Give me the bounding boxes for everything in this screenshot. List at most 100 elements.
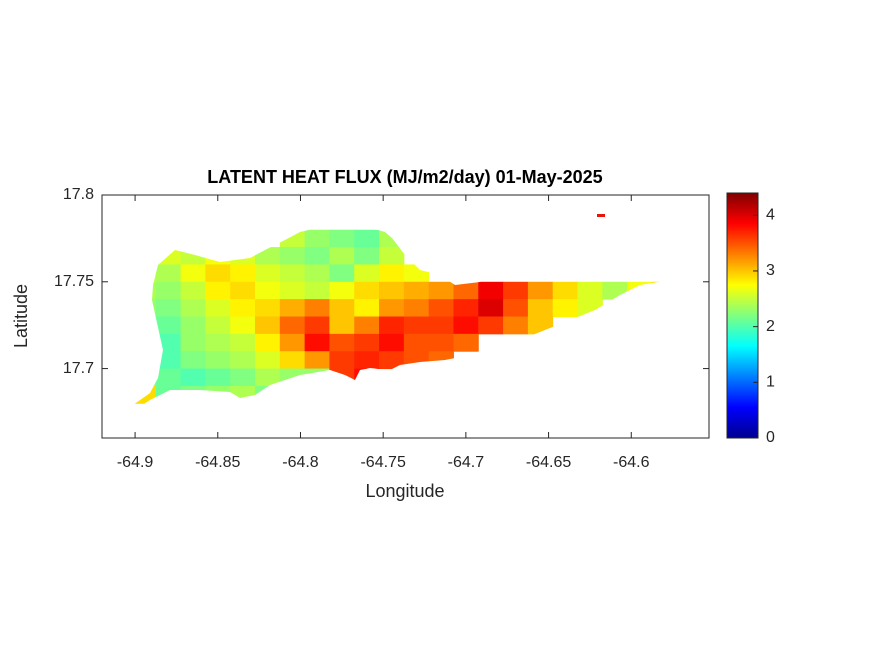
heat-cell xyxy=(230,333,256,352)
heat-cell xyxy=(503,299,529,317)
heat-cell xyxy=(354,264,380,283)
heat-cell xyxy=(254,368,281,387)
heat-cell xyxy=(329,229,355,248)
heat-cell xyxy=(279,299,306,317)
heat-cell xyxy=(279,333,306,352)
heat-cell xyxy=(428,281,454,300)
x-axis-label: Longitude xyxy=(365,481,444,501)
y-tick-label: 17.7 xyxy=(63,360,94,377)
y-tick-label: 17.75 xyxy=(54,273,94,290)
heat-cell xyxy=(354,247,380,265)
heat-cell xyxy=(379,333,405,352)
x-tick-label: -64.9 xyxy=(117,454,154,471)
heat-cell xyxy=(254,264,281,283)
heat-cell xyxy=(453,299,479,317)
heat-cell xyxy=(180,351,206,370)
heat-cell xyxy=(354,299,380,317)
heat-cell xyxy=(453,333,479,352)
heat-cell xyxy=(279,247,306,265)
islet xyxy=(597,214,605,217)
heat-cell xyxy=(329,281,355,300)
heat-cell xyxy=(279,316,306,335)
heat-cell xyxy=(279,351,306,370)
heat-cell xyxy=(155,281,182,300)
heat-cell xyxy=(180,368,206,387)
colorbar xyxy=(727,193,758,438)
heat-cell xyxy=(354,333,380,352)
heat-cell xyxy=(254,351,281,370)
heat-cell xyxy=(254,299,281,317)
heat-cell xyxy=(304,316,330,335)
y-tick-label: 17.8 xyxy=(63,186,94,203)
heat-cell xyxy=(503,281,529,300)
heat-cell xyxy=(428,316,454,335)
heat-cell xyxy=(478,281,504,300)
x-tick-label: -64.65 xyxy=(526,454,571,471)
heat-cell xyxy=(403,333,430,352)
heat-cell xyxy=(527,281,554,300)
heat-cell xyxy=(478,316,504,335)
heat-cell xyxy=(354,281,380,300)
heat-cell xyxy=(155,316,182,335)
axes-box xyxy=(101,194,710,439)
heat-cell xyxy=(403,299,430,317)
heat-cell xyxy=(205,351,231,370)
heat-cell xyxy=(304,351,330,370)
heat-cell xyxy=(304,264,330,283)
heat-cell xyxy=(329,264,355,283)
heat-cell xyxy=(354,316,380,335)
x-tick-label: -64.6 xyxy=(613,454,650,471)
heat-cell xyxy=(379,264,405,283)
heat-cell xyxy=(180,316,206,335)
colorbar-tick-label: 0 xyxy=(766,429,775,446)
heat-cell xyxy=(329,247,355,265)
heat-cell xyxy=(453,316,479,335)
heat-cell xyxy=(230,368,256,387)
heat-cell xyxy=(205,264,231,283)
x-tick-label: -64.75 xyxy=(360,454,405,471)
heat-cell xyxy=(478,299,504,317)
heat-cell xyxy=(155,351,182,370)
heat-cell xyxy=(155,299,182,317)
heat-cell xyxy=(354,351,380,370)
heat-cell xyxy=(254,281,281,300)
heat-cell xyxy=(403,281,430,300)
heat-cell xyxy=(180,299,206,317)
heat-cell xyxy=(453,281,479,300)
heat-cell xyxy=(403,316,430,335)
heat-cell xyxy=(527,299,554,317)
heat-cell xyxy=(279,281,306,300)
heat-cell xyxy=(230,351,256,370)
x-tick-label: -64.85 xyxy=(195,454,240,471)
heat-cell xyxy=(205,368,231,387)
x-tick-label: -64.7 xyxy=(448,454,485,471)
heat-cell xyxy=(230,299,256,317)
heat-cell xyxy=(379,351,405,370)
heat-cell xyxy=(254,316,281,335)
heat-cell xyxy=(354,229,380,248)
heat-cell xyxy=(428,333,454,352)
colorbar-tick-label: 3 xyxy=(766,262,775,279)
x-tick-label: -64.8 xyxy=(282,454,319,471)
heat-cell xyxy=(329,351,355,370)
colorbar-tick-label: 4 xyxy=(766,206,775,223)
heat-cell xyxy=(205,281,231,300)
y-axis-label: Latitude xyxy=(11,284,31,348)
heat-cell xyxy=(379,247,405,265)
heat-cell xyxy=(180,264,206,283)
heat-cell xyxy=(304,299,330,317)
heat-cell xyxy=(577,281,603,300)
heat-cell xyxy=(230,281,256,300)
heat-cell xyxy=(304,281,330,300)
heat-cell xyxy=(155,368,182,387)
heat-cell xyxy=(379,281,405,300)
heat-cell xyxy=(329,316,355,335)
heat-cell xyxy=(428,299,454,317)
heat-cell xyxy=(379,299,405,317)
colorbar-tick-label: 1 xyxy=(766,374,775,391)
heat-cell xyxy=(329,299,355,317)
heat-cell xyxy=(205,299,231,317)
heat-cell xyxy=(279,264,306,283)
heat-cell xyxy=(155,264,182,283)
